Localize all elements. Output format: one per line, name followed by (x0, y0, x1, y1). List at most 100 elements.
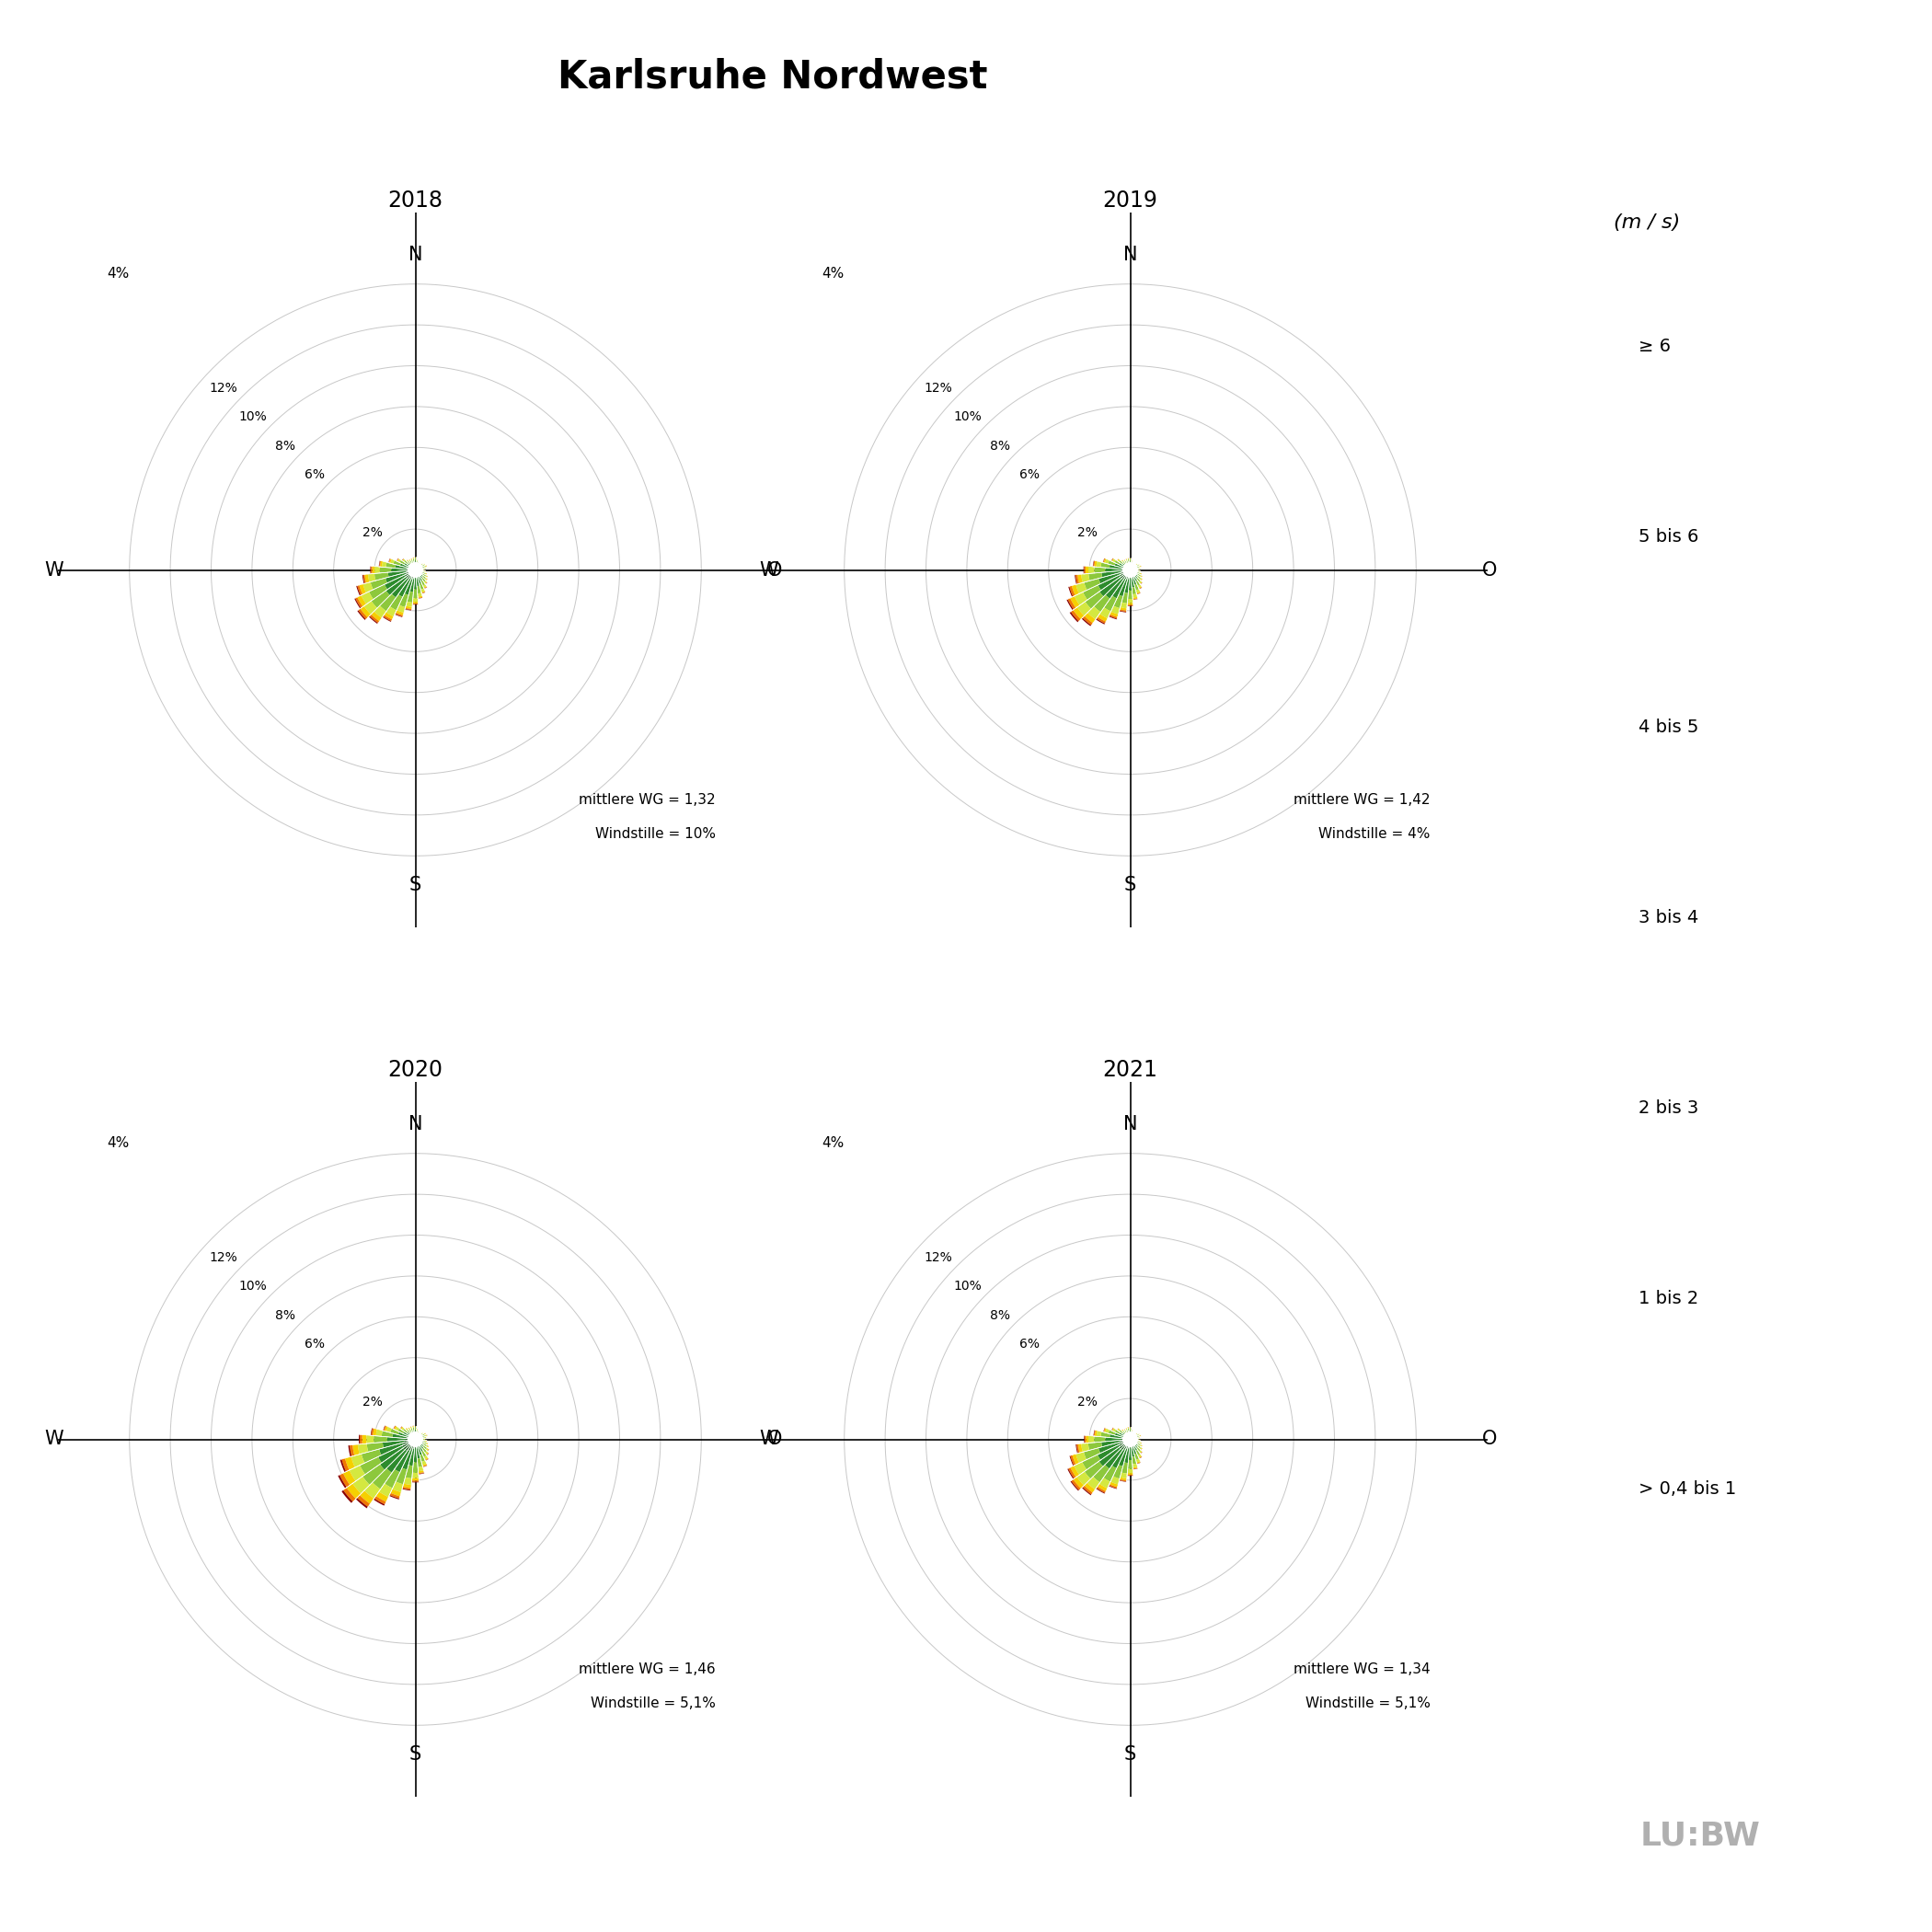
Polygon shape (1115, 560, 1121, 564)
Polygon shape (417, 1441, 423, 1447)
Polygon shape (417, 1435, 423, 1437)
Polygon shape (1126, 1468, 1134, 1472)
Polygon shape (1130, 1439, 1132, 1445)
Polygon shape (421, 591, 425, 593)
Polygon shape (412, 1439, 415, 1451)
Polygon shape (1138, 1449, 1142, 1453)
Polygon shape (1074, 591, 1088, 605)
Polygon shape (423, 1463, 427, 1466)
Polygon shape (352, 1453, 365, 1468)
Polygon shape (1138, 1445, 1142, 1449)
Polygon shape (1134, 583, 1140, 591)
Text: W: W (44, 1430, 64, 1449)
Polygon shape (415, 568, 417, 570)
Polygon shape (1126, 1437, 1130, 1439)
Polygon shape (1103, 1466, 1117, 1482)
Polygon shape (1124, 560, 1126, 564)
Polygon shape (412, 1432, 415, 1437)
Polygon shape (379, 1484, 392, 1497)
Polygon shape (1128, 568, 1130, 570)
Polygon shape (417, 572, 423, 576)
Polygon shape (367, 1441, 384, 1453)
Polygon shape (417, 572, 423, 580)
Polygon shape (1078, 1443, 1082, 1453)
Polygon shape (340, 1459, 346, 1472)
Polygon shape (1119, 558, 1121, 562)
Polygon shape (1088, 1441, 1103, 1451)
Polygon shape (396, 1426, 400, 1432)
Polygon shape (1122, 593, 1128, 603)
Polygon shape (1128, 570, 1130, 578)
Polygon shape (377, 1492, 388, 1501)
Polygon shape (357, 1443, 369, 1455)
Polygon shape (402, 1439, 415, 1445)
Polygon shape (415, 1439, 419, 1443)
Polygon shape (1140, 582, 1142, 583)
Polygon shape (1132, 566, 1134, 568)
Text: 8%: 8% (276, 439, 296, 452)
Polygon shape (415, 1439, 419, 1443)
Polygon shape (425, 1459, 429, 1461)
Polygon shape (1084, 1447, 1101, 1461)
Polygon shape (1099, 578, 1122, 597)
Polygon shape (402, 1488, 412, 1492)
Polygon shape (1113, 1428, 1115, 1432)
Polygon shape (384, 612, 394, 620)
Polygon shape (1097, 614, 1107, 622)
Polygon shape (361, 1435, 367, 1443)
Polygon shape (415, 570, 417, 576)
Text: 2%: 2% (363, 1395, 383, 1408)
Polygon shape (338, 1474, 346, 1488)
Polygon shape (1130, 1439, 1134, 1443)
Polygon shape (394, 564, 408, 570)
Polygon shape (355, 585, 361, 595)
Polygon shape (412, 1437, 415, 1439)
Polygon shape (1124, 1430, 1126, 1434)
Text: N: N (408, 1115, 423, 1134)
Polygon shape (1109, 614, 1117, 618)
Polygon shape (402, 1428, 404, 1432)
Polygon shape (415, 576, 419, 585)
Text: 10%: 10% (952, 1281, 981, 1293)
Polygon shape (412, 1463, 419, 1472)
Polygon shape (355, 1497, 369, 1509)
Text: ≥ 6: ≥ 6 (1638, 338, 1671, 355)
Polygon shape (404, 1439, 415, 1451)
Text: W: W (759, 560, 779, 580)
Polygon shape (408, 560, 412, 564)
Text: 2%: 2% (1078, 1395, 1097, 1408)
Polygon shape (363, 574, 365, 583)
Polygon shape (388, 570, 406, 578)
Polygon shape (408, 560, 410, 562)
Text: O: O (1482, 1430, 1497, 1449)
Polygon shape (400, 593, 410, 607)
Polygon shape (1136, 591, 1140, 593)
Polygon shape (412, 558, 415, 562)
Polygon shape (1132, 1443, 1138, 1451)
Polygon shape (1119, 1480, 1126, 1482)
Polygon shape (1140, 1457, 1142, 1459)
Polygon shape (419, 1455, 425, 1463)
Polygon shape (400, 1426, 404, 1430)
Polygon shape (402, 1449, 413, 1470)
Polygon shape (1119, 1428, 1121, 1432)
Polygon shape (1126, 603, 1134, 605)
Polygon shape (371, 1428, 373, 1435)
Polygon shape (1136, 1447, 1140, 1451)
Polygon shape (1066, 1468, 1074, 1480)
Polygon shape (1113, 595, 1122, 609)
Polygon shape (1126, 1430, 1128, 1434)
Polygon shape (346, 1484, 361, 1499)
Polygon shape (421, 578, 425, 582)
Polygon shape (425, 582, 427, 583)
Polygon shape (1094, 1435, 1105, 1443)
Polygon shape (383, 616, 392, 622)
Polygon shape (359, 1490, 375, 1503)
Polygon shape (1088, 566, 1094, 574)
Polygon shape (369, 583, 388, 599)
Polygon shape (371, 611, 383, 622)
Polygon shape (383, 1430, 392, 1437)
Polygon shape (1121, 570, 1130, 578)
Polygon shape (1109, 1430, 1117, 1435)
Polygon shape (1140, 1451, 1142, 1453)
